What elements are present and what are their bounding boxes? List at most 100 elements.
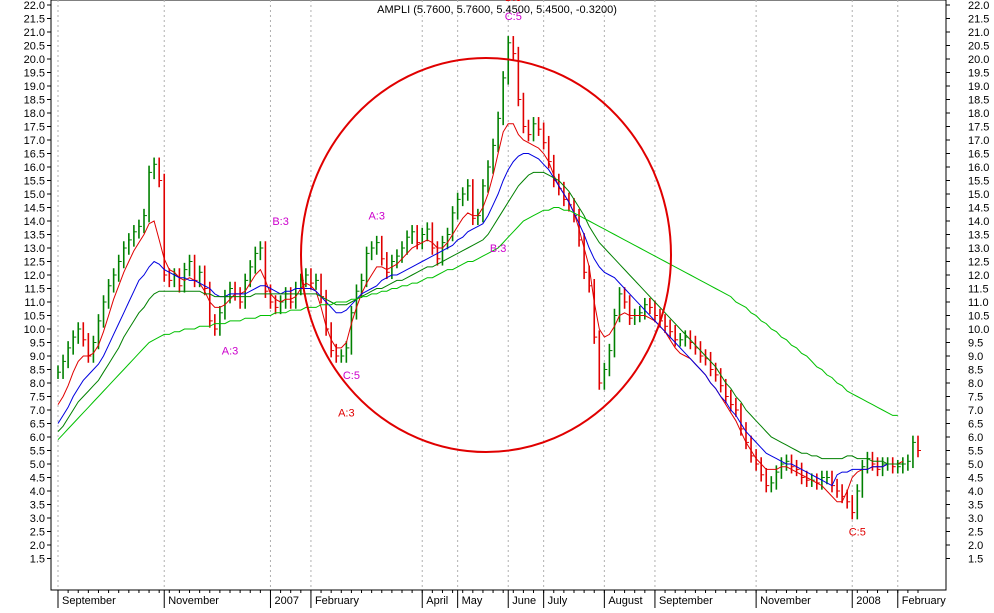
y-tick-label-left: 2.0 — [30, 540, 45, 552]
y-tick-label-left: 10.0 — [24, 324, 45, 336]
wave-label: C:5 — [343, 370, 360, 382]
y-tick-label-left: 3.0 — [30, 513, 45, 525]
wave-label: B:3 — [505, 0, 522, 4]
y-tick-label-left: 11.0 — [24, 297, 45, 309]
y-tick-label-left: 4.0 — [30, 486, 45, 498]
y-tick-label-right: 3.5 — [968, 500, 983, 512]
y-tick-label-right: 18.5 — [968, 95, 989, 107]
y-tick-label-right: 8.5 — [968, 365, 983, 377]
wave-label: A:3 — [338, 408, 355, 420]
x-tick-label: April — [426, 595, 448, 607]
y-tick-label-right: 7.5 — [968, 392, 983, 404]
x-tick-label: June — [512, 595, 536, 607]
wave-label: B:3 — [490, 243, 507, 255]
y-tick-label-left: 9.0 — [30, 351, 45, 363]
y-tick-label-right: 21.0 — [968, 27, 989, 39]
y-tick-label-right: 5.5 — [968, 446, 983, 458]
y-tick-label-left: 13.0 — [24, 243, 45, 255]
y-tick-label-right: 22.0 — [968, 0, 989, 12]
wave-label: A:3 — [368, 211, 385, 223]
y-tick-label-left: 7.0 — [30, 405, 45, 417]
y-tick-label-left: 14.5 — [24, 203, 45, 215]
x-tick-label: September — [62, 595, 116, 607]
y-tick-label-right: 13.0 — [968, 243, 989, 255]
y-tick-label-right: 9.5 — [968, 338, 983, 350]
y-tick-label-right: 15.5 — [968, 176, 989, 188]
x-tick-label: August — [608, 595, 642, 607]
y-tick-label-right: 13.5 — [968, 230, 989, 242]
x-tick-label: February — [315, 595, 360, 607]
y-tick-label-right: 14.5 — [968, 203, 989, 215]
y-tick-label-left: 20.0 — [24, 54, 45, 66]
y-tick-label-left: 8.0 — [30, 378, 45, 390]
y-tick-label-left: 12.5 — [24, 257, 45, 269]
y-tick-label-right: 20.5 — [968, 41, 989, 53]
y-tick-label-left: 6.5 — [30, 419, 45, 431]
y-tick-label-right: 4.0 — [968, 486, 983, 498]
ma-long-line — [57, 207, 898, 441]
y-tick-label-right: 6.5 — [968, 419, 983, 431]
y-tick-label-right: 16.5 — [968, 149, 989, 161]
y-tick-label-right: 14.0 — [968, 216, 989, 228]
y-tick-label-right: 3.0 — [968, 513, 983, 525]
y-tick-label-right: 2.5 — [968, 527, 983, 539]
wave-label: C:5 — [505, 11, 522, 23]
ma-slow-line — [57, 171, 903, 465]
y-tick-label-left: 2.5 — [30, 527, 45, 539]
x-tick-label: 2007 — [274, 595, 298, 607]
ma-mid-line — [57, 153, 893, 487]
y-tick-label-right: 10.0 — [968, 324, 989, 336]
x-tick-label: July — [548, 595, 568, 607]
y-tick-label-left: 17.0 — [24, 135, 45, 147]
y-tick-label-right: 17.0 — [968, 135, 989, 147]
y-tick-label-right: 19.0 — [968, 81, 989, 93]
y-tick-label-left: 5.5 — [30, 446, 45, 458]
y-tick-label-left: 19.0 — [24, 81, 45, 93]
y-tick-label-right: 11.0 — [968, 297, 989, 309]
y-tick-label-left: 20.5 — [24, 41, 45, 53]
y-tick-label-left: 7.5 — [30, 392, 45, 404]
x-tick-label: 2008 — [856, 595, 880, 607]
y-tick-label-right: 16.0 — [968, 162, 989, 174]
y-tick-label-left: 4.5 — [30, 473, 45, 485]
y-tick-label-right: 6.0 — [968, 432, 983, 444]
y-tick-label-left: 13.5 — [24, 230, 45, 242]
y-tick-label-right: 10.5 — [968, 311, 989, 323]
wave-label: C:5 — [849, 527, 866, 539]
y-tick-label-right: 2.0 — [968, 540, 983, 552]
y-tick-label-left: 19.5 — [24, 68, 45, 80]
y-tick-label-left: 11.5 — [24, 284, 45, 296]
y-tick-label-left: 9.5 — [30, 338, 45, 350]
y-tick-label-right: 21.5 — [968, 14, 989, 26]
y-tick-label-left: 1.5 — [30, 554, 45, 566]
x-tick-label: November — [168, 595, 219, 607]
x-tick-label: May — [462, 595, 483, 607]
y-tick-label-right: 7.0 — [968, 405, 983, 417]
chart-title: AMPLI (5.7600, 5.7600, 5.4500, 5.4500, -… — [377, 4, 617, 16]
y-tick-label-right: 15.0 — [968, 189, 989, 201]
y-tick-label-left: 18.5 — [24, 95, 45, 107]
x-tick-label: February — [902, 595, 947, 607]
y-tick-label-right: 12.5 — [968, 257, 989, 269]
y-tick-label-left: 21.0 — [24, 27, 45, 39]
y-tick-label-left: 16.5 — [24, 149, 45, 161]
y-tick-label-left: 8.5 — [30, 365, 45, 377]
y-tick-label-left: 15.0 — [24, 189, 45, 201]
y-tick-label-left: 22.0 — [24, 0, 45, 12]
y-tick-label-right: 9.0 — [968, 351, 983, 363]
y-tick-label-right: 18.0 — [968, 108, 989, 120]
y-tick-label-left: 5.0 — [30, 459, 45, 471]
x-tick-label: November — [760, 595, 811, 607]
y-tick-label-right: 8.0 — [968, 378, 983, 390]
x-tick-label: September — [659, 595, 713, 607]
y-tick-label-left: 6.0 — [30, 432, 45, 444]
plot-area — [50, 0, 947, 591]
y-tick-label-right: 5.0 — [968, 459, 983, 471]
wave-label: A:3 — [222, 346, 239, 358]
y-tick-label-right: 19.5 — [968, 68, 989, 80]
highlight-circle — [300, 57, 672, 453]
y-tick-label-left: 18.0 — [24, 108, 45, 120]
y-tick-label-left: 12.0 — [24, 270, 45, 282]
